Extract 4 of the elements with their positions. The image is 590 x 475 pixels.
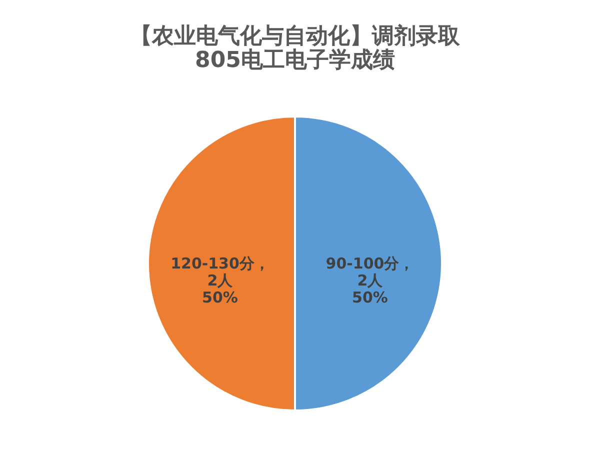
slice-label: 90-100分， 2人 50% [326, 254, 414, 306]
slice-label: 120-130分， 2人 50% [170, 254, 270, 306]
text: 【农业电气化与自动化】调剂录取 [130, 24, 460, 49]
text: 805电工电子学成绩 [195, 48, 395, 73]
